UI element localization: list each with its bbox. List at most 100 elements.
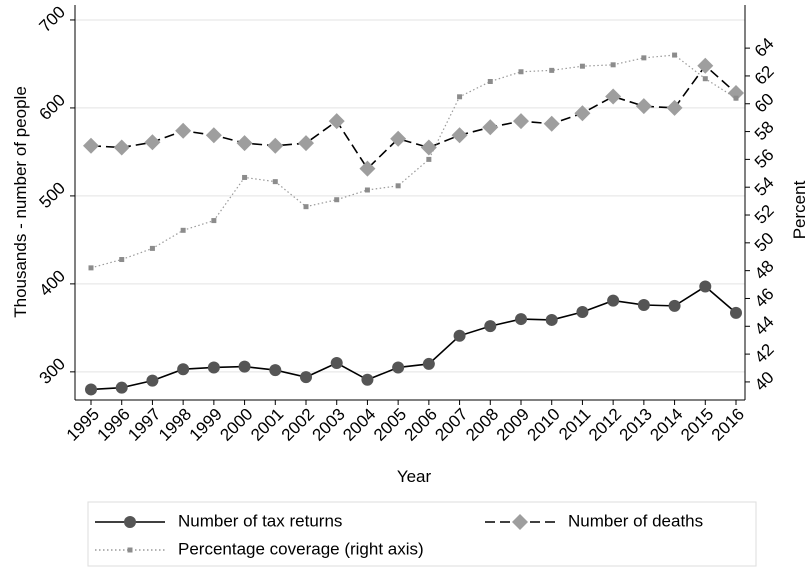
y2-tick-label: 40 [751,368,778,395]
x-tick-label: 1999 [186,405,226,445]
x-tick-label: 2005 [370,405,410,445]
x-tick-label: 2012 [585,405,625,445]
point [298,135,314,152]
point [733,95,739,101]
point [144,134,161,151]
point [328,113,345,130]
point [543,115,560,132]
point [513,113,529,130]
point [242,174,248,180]
legend-marker [127,547,133,553]
y-tick-label: 400 [36,266,69,299]
y2-tick-label: 50 [751,229,778,256]
point [149,245,155,251]
point [426,156,432,162]
x-tick-label: 2001 [247,405,287,445]
point [146,374,159,387]
point [211,218,217,224]
series-line [90,285,737,391]
point [545,313,558,326]
point [113,139,130,156]
legend-label: Number of tax returns [178,511,342,530]
point [205,127,222,144]
point [484,320,497,333]
y2-tick-label: 58 [751,117,778,144]
y2-tick-label: 62 [751,62,778,89]
x-tick-label: 2011 [555,405,594,444]
point [451,127,468,144]
point [641,55,647,61]
point [395,183,401,189]
legend-marker [124,516,136,528]
y2-tick-label: 54 [751,173,778,200]
y-axis-title: Thousands - number of people [11,86,30,318]
point [330,357,343,370]
x-tick-label: 2013 [616,405,656,445]
point [207,361,220,374]
point [269,364,282,377]
point [515,313,527,326]
point [236,135,253,152]
point [334,197,340,203]
point [359,160,376,177]
y2-tick-label: 52 [751,201,778,228]
x-tick-label: 2009 [493,405,533,445]
point [390,130,407,147]
x-tick-label: 2003 [309,405,349,445]
legend-box [87,501,757,567]
point [453,329,466,342]
y-tick-label: 300 [36,354,69,387]
point [303,204,309,210]
y2-axis-title: Percent [790,180,805,239]
y2-tick-label: 46 [751,284,778,311]
x-tick-label: 1996 [94,405,134,445]
point [487,78,493,84]
point [88,265,94,271]
x-tick-label: 2010 [524,405,564,445]
point [457,94,463,100]
y2-tick-label: 48 [751,257,778,284]
x-tick-label: 2004 [339,405,379,445]
point [180,227,186,233]
y-tick-label: 500 [36,178,69,211]
x-tick-label: 2006 [401,405,441,445]
x-tick-label: 2000 [216,405,256,445]
x-tick-label: 2008 [462,405,502,445]
point [267,137,284,154]
x-tick-label: 1998 [155,405,195,445]
legend-label: Number of deaths [568,511,703,530]
point [607,294,620,307]
point [666,99,683,116]
point [697,57,714,74]
y-tick-label: 700 [36,2,69,35]
x-tick-label: 2007 [431,405,471,445]
legend-label: Percentage coverage (right axis) [178,539,424,558]
point [482,119,499,136]
point [668,299,681,312]
y2-tick-label: 60 [751,90,778,117]
point [115,381,128,394]
point [420,139,437,156]
point [300,371,312,384]
point [175,122,192,139]
point [364,187,370,193]
x-tick-label: 1995 [63,405,103,445]
x-tick-label: 2002 [278,405,318,445]
point [728,84,744,101]
point [238,360,251,373]
point [579,63,585,69]
series-line [90,64,737,170]
point [576,306,589,319]
point [361,373,374,386]
point [549,67,555,73]
point [730,306,742,319]
point [177,363,190,376]
legend-marker [512,514,528,530]
point [605,88,622,105]
x-tick-label: 2015 [677,405,717,445]
x-tick-label: 1997 [124,405,164,445]
point [272,179,278,185]
point [574,105,591,122]
